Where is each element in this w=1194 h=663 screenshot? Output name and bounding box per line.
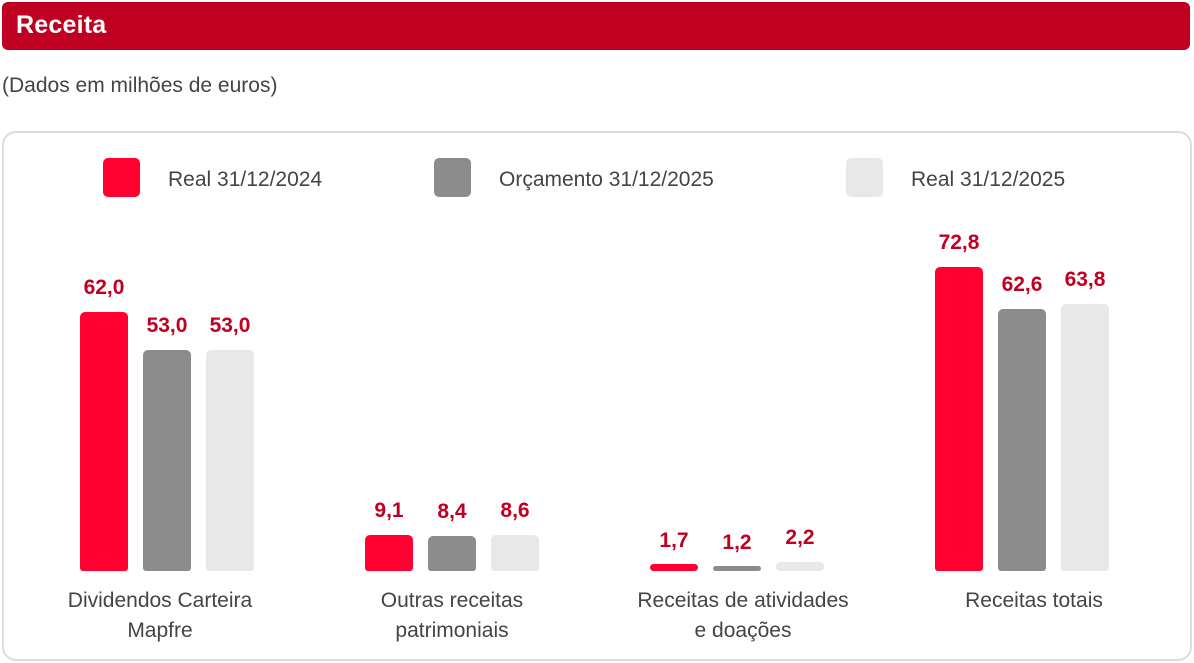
bar-real-2025 bbox=[491, 535, 539, 571]
bar-real-2024 bbox=[80, 312, 128, 571]
bar-value: 62,0 bbox=[83, 276, 125, 299]
legend-label: Real 31/12/2025 bbox=[911, 168, 1066, 191]
bar-real-2024 bbox=[935, 267, 983, 571]
bar-real-2024 bbox=[365, 535, 413, 571]
bar-value: 9,1 bbox=[374, 499, 404, 522]
bar-value: 8,6 bbox=[500, 499, 530, 522]
legend-swatch-light bbox=[846, 158, 883, 197]
category-label-line: Dividendos Carteira bbox=[67, 589, 253, 612]
category-label-line: Outras receitas bbox=[380, 589, 524, 612]
legend-label: Orçamento 31/12/2025 bbox=[499, 168, 714, 191]
section-header-bar: Receita bbox=[2, 2, 1190, 50]
category-label-line: Mapfre bbox=[127, 619, 193, 642]
bar-value: 53,0 bbox=[209, 314, 251, 337]
chart-card bbox=[2, 131, 1192, 661]
section-title: Receita bbox=[16, 11, 107, 39]
bar-orcamento-2025 bbox=[998, 309, 1046, 571]
bar-value: 2,2 bbox=[785, 526, 815, 549]
bar-value: 63,8 bbox=[1064, 268, 1106, 291]
legend-swatch-gray bbox=[434, 158, 471, 197]
category-label: Outras receitas patrimoniais bbox=[312, 586, 592, 646]
category-label: Receitas de atividades e doações bbox=[603, 586, 883, 646]
bar-orcamento-2025 bbox=[713, 566, 761, 571]
category-label: Receitas totais bbox=[894, 586, 1174, 616]
bar-value: 53,0 bbox=[146, 314, 188, 337]
category-label-line: Receitas de atividades bbox=[637, 589, 849, 612]
category-label-line: e doações bbox=[694, 619, 792, 642]
bar-value: 62,6 bbox=[1001, 273, 1043, 296]
legend-swatch-red bbox=[103, 158, 140, 197]
bar-real-2024 bbox=[650, 564, 698, 571]
category-label-line: patrimoniais bbox=[395, 619, 509, 642]
bar-real-2025 bbox=[206, 350, 254, 571]
bar-orcamento-2025 bbox=[143, 350, 191, 571]
legend-label: Real 31/12/2024 bbox=[168, 168, 323, 191]
bar-value: 72,8 bbox=[938, 231, 980, 254]
bar-value: 1,2 bbox=[722, 531, 752, 554]
bar-orcamento-2025 bbox=[428, 536, 476, 571]
category-label: Dividendos Carteira Mapfre bbox=[20, 586, 300, 646]
category-label-line: Receitas totais bbox=[965, 589, 1103, 612]
bar-real-2025 bbox=[1061, 304, 1109, 571]
bar-real-2025 bbox=[776, 562, 824, 571]
units-note: (Dados em milhões de euros) bbox=[2, 74, 278, 97]
bar-value: 8,4 bbox=[437, 500, 467, 523]
bar-value: 1,7 bbox=[659, 529, 689, 552]
